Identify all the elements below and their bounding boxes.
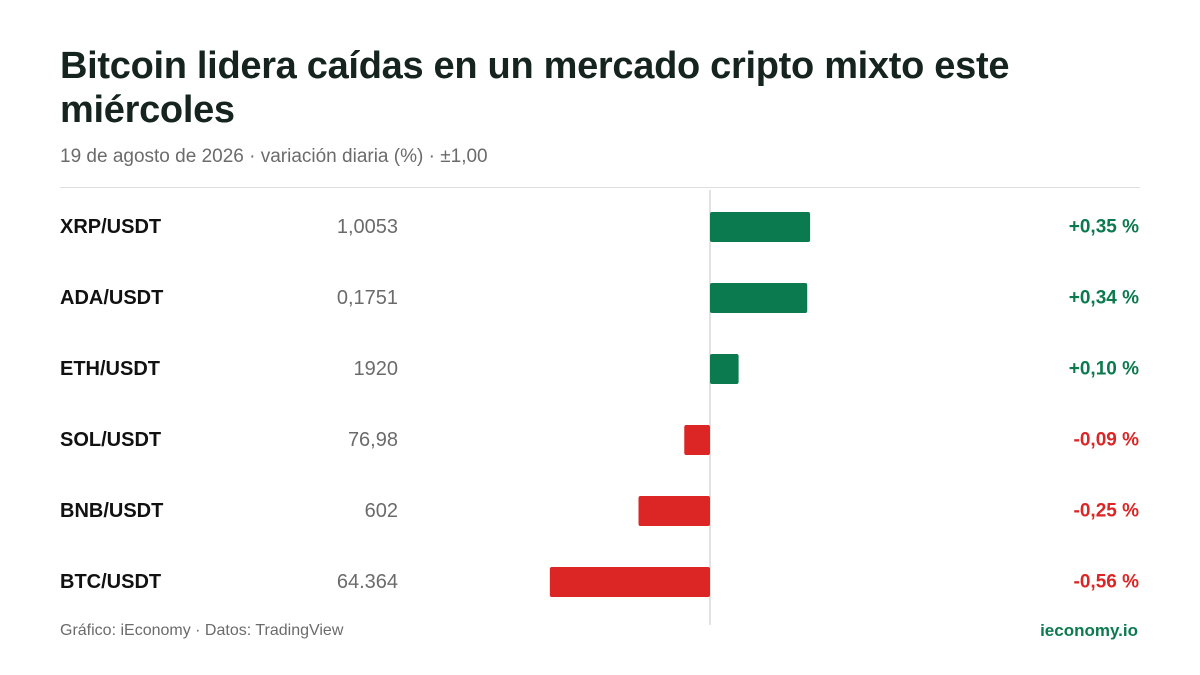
pair-label: BTC/USDT [60, 571, 161, 593]
source-credit: Gráfico: iEconomy · Datos: TradingView [60, 622, 344, 639]
positive-bar [710, 354, 739, 384]
pair-label: SOL/USDT [60, 429, 161, 451]
chart-title: Bitcoin lidera caídas en un mercado crip… [60, 45, 1010, 131]
chart-subtitle: 19 de agosto de 2026 · variación diaria … [60, 146, 488, 167]
negative-bar [549, 567, 710, 597]
pair-label: BNB/USDT [60, 500, 163, 522]
positive-bar [710, 283, 808, 313]
negative-bar [638, 496, 710, 526]
pair-label: XRP/USDT [60, 216, 161, 238]
positive-bar [710, 212, 811, 242]
value-label: +0,35 % [1069, 217, 1139, 238]
value-label: +0,10 % [1069, 359, 1139, 380]
value-label: -0,56 % [1074, 572, 1140, 593]
brand-link[interactable]: ieconomy.io [1040, 621, 1138, 640]
price-label: 76,98 [348, 429, 398, 451]
price-label: 1,0053 [337, 216, 398, 238]
pair-label: ETH/USDT [60, 358, 160, 380]
pair-label: ADA/USDT [60, 287, 163, 309]
negative-bar [684, 425, 710, 455]
value-label: +0,34 % [1069, 288, 1139, 309]
value-label: -0,25 % [1074, 501, 1140, 522]
price-label: 1920 [354, 358, 399, 380]
price-label: 0,1751 [337, 287, 398, 309]
value-label: -0,09 % [1074, 430, 1140, 451]
header-divider [60, 187, 1140, 188]
price-label: 64.364 [337, 571, 398, 593]
price-label: 602 [365, 500, 398, 522]
